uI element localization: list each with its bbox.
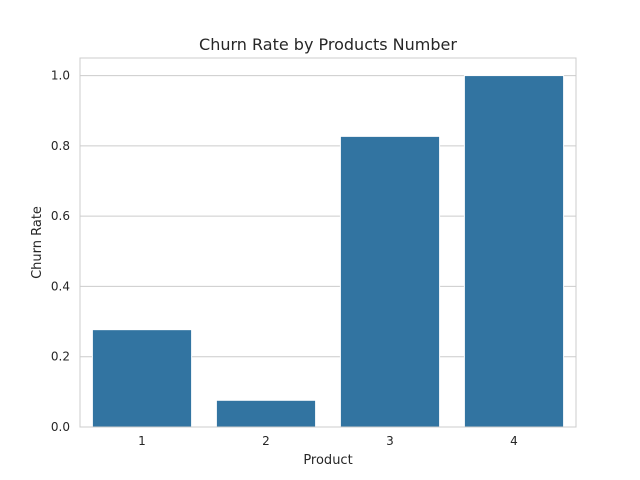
bar-product-1 (91, 329, 193, 428)
plot-area: 0.0 0.2 0.4 0.6 0.8 1.0 1 2 3 4 (51, 57, 577, 448)
y-tick-label: 0.2 (51, 350, 70, 364)
bar-product-4 (463, 75, 565, 428)
y-tick-label: 1.0 (51, 69, 70, 83)
y-tick-labels: 0.0 0.2 0.4 0.6 0.8 1.0 (51, 69, 70, 434)
y-tick-label: 0.4 (51, 279, 70, 293)
y-axis-label: Churn Rate (30, 206, 45, 279)
y-tick-label: 0.6 (51, 209, 70, 223)
x-axis-label: Product (303, 453, 352, 468)
y-tick-label: 0.8 (51, 139, 70, 153)
bars (91, 75, 565, 428)
axes-frame (79, 57, 577, 428)
chart-title: Churn Rate by Products Number (199, 35, 457, 54)
x-tick-label: 1 (138, 434, 146, 448)
x-tick-label: 2 (262, 434, 270, 448)
bar-product-2 (215, 399, 317, 428)
x-tick-labels: 1 2 3 4 (138, 434, 518, 448)
y-tick-label: 0.0 (51, 420, 70, 434)
bar-product-3 (339, 135, 441, 428)
x-tick-label: 4 (510, 434, 518, 448)
x-tick-label: 3 (386, 434, 394, 448)
